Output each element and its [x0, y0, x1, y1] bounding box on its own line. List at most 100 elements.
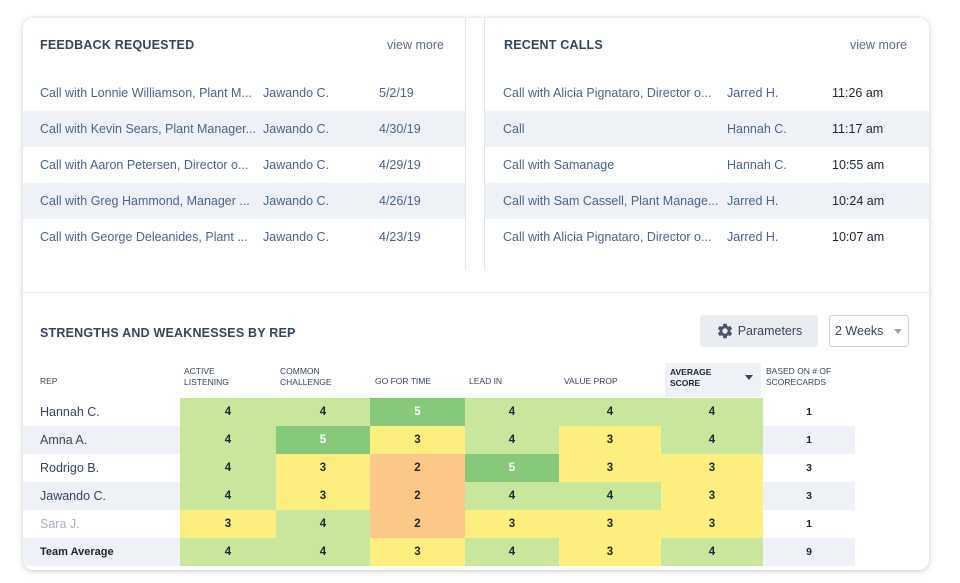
scores-table-header: REP ACTIVE LISTENING COMMON CHALLENGE GO… [23, 363, 929, 397]
feedback-row[interactable]: Call with Aaron Petersen, Director o... J… [23, 147, 465, 183]
dashboard-card: FEEDBACK REQUESTED view more Call with L… [23, 18, 929, 570]
score-cell: 4 [180, 454, 276, 482]
score-cell: 5 [276, 426, 370, 454]
scores-table-row: Jawando C. 4 3 2 4 4 3 3 [23, 482, 929, 510]
score-cell: 4 [559, 398, 661, 426]
panel-divider [465, 18, 466, 270]
col-rep[interactable]: REP [40, 376, 58, 386]
scorecard-count: 1 [763, 426, 855, 454]
parameters-button[interactable]: Parameters [700, 315, 818, 347]
feedback-requested-title: FEEDBACK REQUESTED [40, 38, 195, 52]
score-cell: 4 [661, 398, 763, 426]
score-cell: 3 [661, 482, 763, 510]
feedback-row[interactable]: Call with Greg Hammond, Manager ... Jawan… [23, 183, 465, 219]
feedback-row[interactable]: Call with Lonnie Williamson, Plant M... J… [23, 75, 465, 111]
rep-name[interactable]: Amna A. [40, 433, 88, 447]
rep-name[interactable]: Rodrigo B. [40, 461, 100, 475]
call-time: 10:24 am [832, 194, 885, 208]
scores-table-row: Team Average 4 4 3 4 3 4 9 [23, 538, 929, 566]
call-title: Call with Samanage [503, 158, 615, 172]
rep-cell: Team Average [23, 538, 180, 566]
rep-name[interactable]: Sara J. [40, 517, 80, 531]
call-title: Call with Sam Cassell, Plant Manage... [503, 194, 719, 208]
score-cell: 3 [370, 426, 465, 454]
col-go-for-time[interactable]: GO FOR TIME [375, 376, 432, 386]
rep-name[interactable]: Hannah C. [40, 405, 100, 419]
call-title: Call with Alicia Pignataro, Director o..… [503, 86, 712, 100]
score-cell: 3 [276, 482, 370, 510]
score-cell: 4 [180, 482, 276, 510]
score-cell: 5 [465, 454, 559, 482]
score-cell: 3 [180, 510, 276, 538]
scores-table-row: Sara J. 3 4 2 3 3 3 1 [23, 510, 929, 538]
call-title: Call [503, 122, 525, 136]
chevron-down-icon [894, 329, 902, 334]
score-cell: 3 [661, 510, 763, 538]
scorecard-count: 3 [806, 462, 812, 474]
col-common-challenge[interactable]: COMMON CHALLENGE [280, 366, 332, 387]
parameters-label: Parameters [737, 324, 803, 338]
score-cell: 4 [465, 538, 559, 566]
scorecard-count: 1 [806, 518, 812, 530]
period-select[interactable]: 2 Weeks [829, 315, 909, 347]
gear-icon [717, 323, 732, 339]
call-time: 11:17 am [832, 122, 884, 136]
feedback-view-more-link[interactable]: view more [387, 38, 444, 52]
call-date: 4/29/19 [379, 158, 421, 172]
col-average-score[interactable]: AVERAGE SCORE [665, 363, 761, 397]
score-cell: 4 [276, 538, 370, 566]
scorecard-count: 3 [763, 482, 855, 510]
scorecard-count: 9 [763, 538, 855, 566]
rep-name: Jarred H. [727, 230, 779, 244]
score-cell: 4 [559, 482, 661, 510]
rep-cell: Jawando C. [23, 482, 180, 510]
call-title: Call with Lonnie Williamson, Plant M... [40, 86, 252, 100]
period-value: 2 Weeks [835, 324, 884, 338]
strengths-weaknesses-title: STRENGTHS AND WEAKNESSES BY REP [40, 326, 296, 340]
rep-name[interactable]: Team Average [40, 546, 114, 558]
col-value-prop[interactable]: VALUE PROP [564, 376, 618, 386]
section-divider [23, 292, 929, 293]
recent-calls-panel: RECENT CALLS view more Call with Alicia … [485, 18, 929, 270]
recent-call-row[interactable]: Call with Sam Cassell, Plant Manage... Ja… [485, 183, 929, 219]
scores-table-row: Hannah C. 4 4 5 4 4 4 1 [23, 398, 929, 426]
score-cell: 4 [180, 538, 276, 566]
recent-call-row[interactable]: Call Hannah C. 11:17 am [485, 111, 929, 147]
col-active-listening[interactable]: ACTIVE LISTENING [184, 366, 229, 387]
score-cell: 3 [661, 454, 763, 482]
score-cell: 4 [465, 426, 559, 454]
call-title: Call with Alicia Pignataro, Director o..… [503, 230, 712, 244]
recent-call-row[interactable]: Call with Alicia Pignataro, Director o..… [485, 75, 929, 111]
rep-name[interactable]: Jawando C. [40, 489, 107, 503]
panel-divider [484, 18, 485, 270]
call-time: 10:07 am [832, 230, 885, 244]
score-cell: 2 [370, 454, 465, 482]
recent-calls-view-more-link[interactable]: view more [850, 38, 907, 52]
feedback-row[interactable]: Call with George Deleanides, Plant ... Ja… [23, 219, 465, 255]
recent-call-row[interactable]: Call with Samanage Hannah C. 10:55 am [485, 147, 929, 183]
score-cell: 4 [180, 426, 276, 454]
score-cell: 3 [559, 538, 661, 566]
rep-cell: Rodrigo B. [23, 454, 180, 482]
rep-cell: Amna A. [23, 426, 180, 454]
score-cell: 4 [661, 426, 763, 454]
recent-calls-title: RECENT CALLS [504, 38, 603, 52]
col-lead-in[interactable]: LEAD IN [469, 376, 503, 386]
col-based-on[interactable]: BASED ON # OF SCORECARDS [766, 366, 832, 387]
rep-name: Jawando C. [263, 86, 330, 100]
score-cell: 3 [559, 454, 661, 482]
score-cell: 4 [276, 398, 370, 426]
feedback-list: Call with Lonnie Williamson, Plant M... J… [23, 75, 465, 255]
rep-name: Hannah C. [727, 122, 787, 136]
score-cell: 3 [465, 510, 559, 538]
feedback-row[interactable]: Call with Kevin Sears, Plant Manager... J… [23, 111, 465, 147]
scores-table-row: Amna A. 4 5 3 4 3 4 1 [23, 426, 929, 454]
call-date: 4/30/19 [379, 122, 421, 136]
call-title: Call with Aaron Petersen, Director o... [40, 158, 249, 172]
score-cell: 4 [276, 510, 370, 538]
rep-name: Hannah C. [727, 158, 787, 172]
score-cell: 3 [370, 538, 465, 566]
score-cell: 4 [180, 398, 276, 426]
recent-call-row[interactable]: Call with Alicia Pignataro, Director o..… [485, 219, 929, 255]
call-date: 4/23/19 [379, 230, 421, 244]
